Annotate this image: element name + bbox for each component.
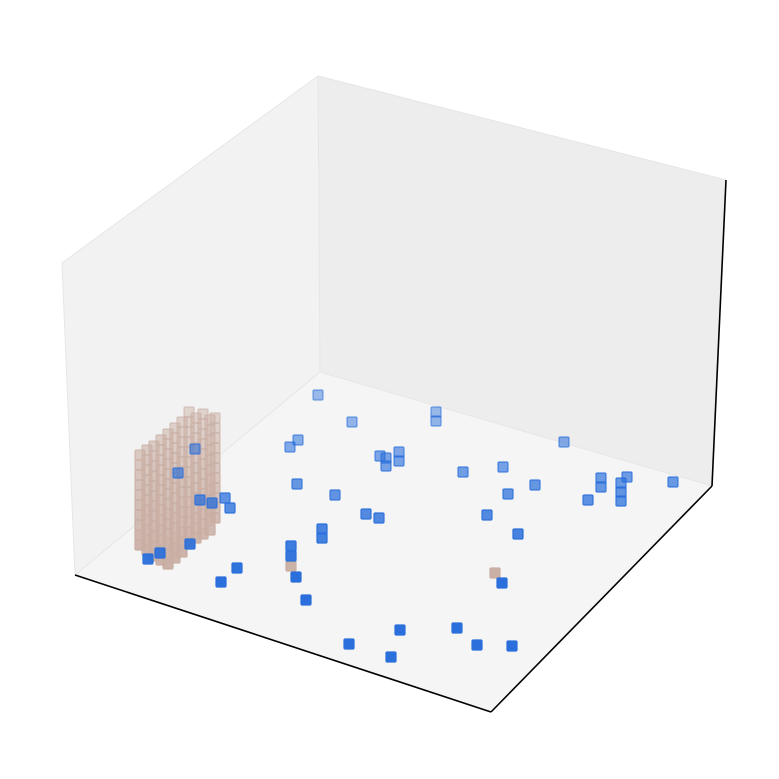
data-point	[194, 494, 206, 506]
data-point	[360, 508, 372, 520]
data-point	[219, 492, 231, 504]
data-point	[393, 455, 405, 467]
axis-lines	[74, 179, 727, 713]
data-point	[209, 482, 221, 494]
data-point	[430, 406, 442, 418]
data-point	[300, 594, 312, 606]
data-point	[373, 512, 385, 524]
pane-edge	[317, 75, 321, 373]
data-point	[284, 441, 296, 453]
data-point	[451, 622, 463, 634]
data-point	[582, 494, 594, 506]
data-point	[224, 502, 236, 514]
data-point	[496, 577, 508, 589]
data-point	[142, 553, 154, 565]
data-point	[512, 528, 524, 540]
data-point	[209, 432, 221, 444]
data-point	[209, 452, 221, 464]
data-point	[380, 460, 392, 472]
left-pane	[62, 76, 320, 575]
data-point	[206, 497, 218, 509]
data-point	[529, 479, 541, 491]
pane-edge	[61, 75, 319, 264]
data-point	[316, 532, 328, 544]
data-point	[329, 489, 341, 501]
data-point	[489, 567, 501, 579]
data-point	[209, 462, 221, 474]
data-point	[506, 640, 518, 652]
x-axis-line	[74, 574, 492, 713]
data-point	[204, 524, 216, 536]
series-1	[142, 389, 679, 663]
data-point	[312, 389, 324, 401]
data-point	[558, 436, 570, 448]
data-point	[285, 560, 297, 572]
data-point	[595, 481, 607, 493]
back-pane	[318, 76, 726, 486]
data-point	[154, 547, 166, 559]
data-point	[394, 624, 406, 636]
data-point	[209, 412, 221, 424]
data-point	[481, 509, 493, 521]
markers	[134, 389, 679, 663]
pane-edge	[317, 75, 727, 181]
data-point	[209, 422, 221, 434]
data-point	[231, 562, 243, 574]
data-point	[346, 416, 358, 428]
data-point	[209, 512, 221, 524]
data-point	[457, 466, 469, 478]
pane-edge	[319, 371, 713, 487]
data-point	[285, 550, 297, 562]
data-point	[172, 467, 184, 479]
data-point	[385, 651, 397, 663]
data-point	[667, 476, 679, 488]
data-point	[290, 571, 302, 583]
data-point	[215, 576, 227, 588]
data-point	[189, 443, 201, 455]
z-axis-line	[711, 179, 727, 487]
data-point	[184, 538, 196, 550]
data-point	[209, 442, 221, 454]
data-point	[291, 478, 303, 490]
data-point	[343, 638, 355, 650]
data-point	[502, 488, 514, 500]
data-point	[497, 461, 509, 473]
data-point	[285, 540, 297, 552]
data-point	[615, 495, 627, 507]
data-point	[176, 546, 188, 558]
pane-edge	[61, 262, 76, 576]
data-point	[430, 415, 442, 427]
data-point	[471, 639, 483, 651]
data-point	[209, 472, 221, 484]
y-axis-line	[490, 485, 713, 713]
